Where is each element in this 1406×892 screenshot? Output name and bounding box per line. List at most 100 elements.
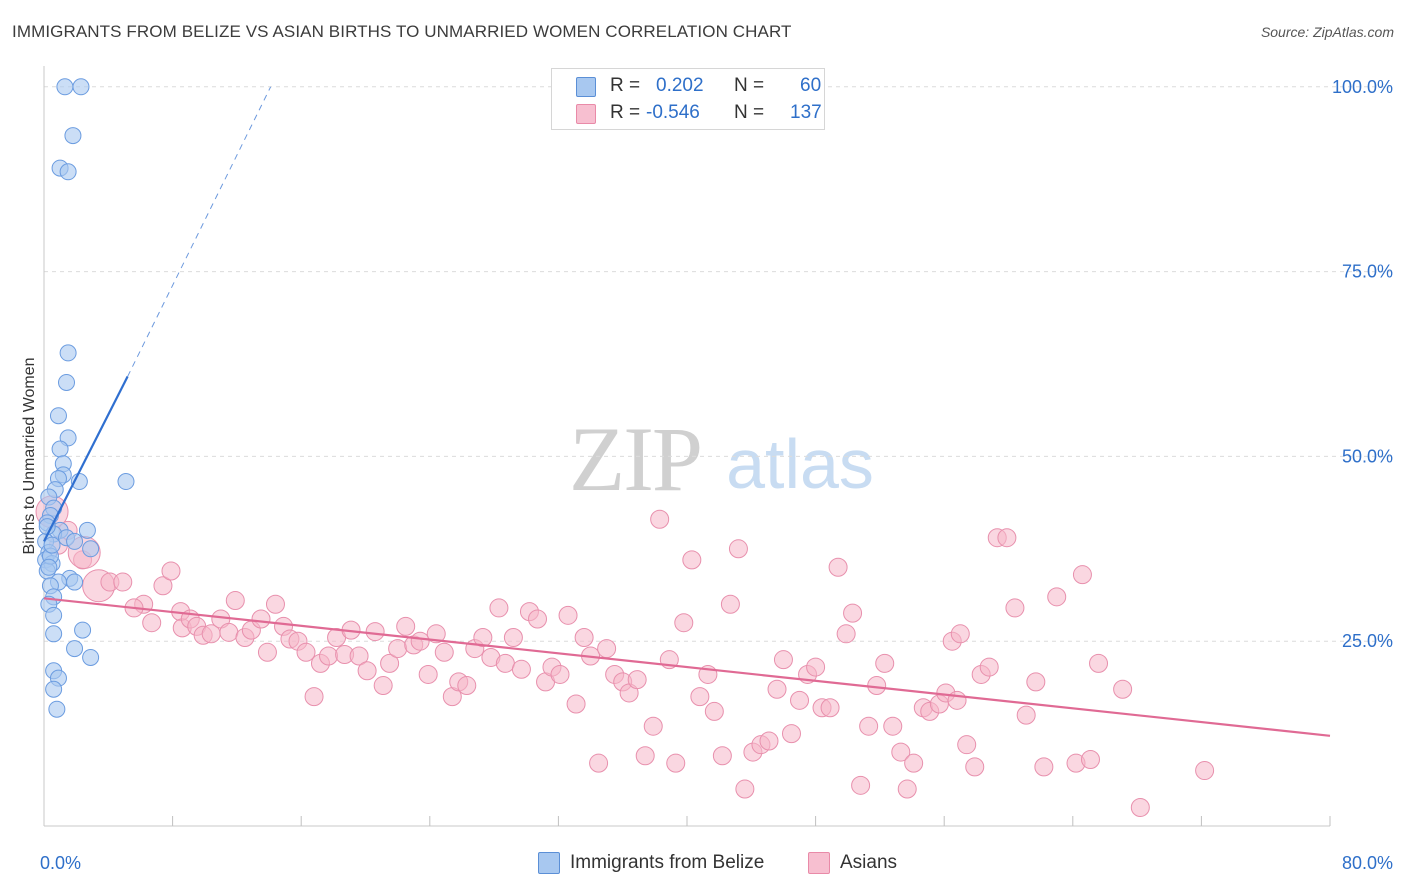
asians-point: [891, 742, 911, 762]
asians-point: [690, 687, 710, 707]
correlation-legend: R = 0.202 N = 60 R = -0.546 N = 137: [551, 68, 825, 130]
asians-point: [1016, 705, 1036, 725]
asians-point: [1047, 587, 1067, 607]
source-label: Source: ZipAtlas.com: [1260, 24, 1394, 40]
asians-point: [635, 746, 655, 766]
asians-point: [759, 731, 779, 751]
asians-point: [979, 657, 999, 677]
asians-point: [836, 624, 856, 644]
belize-swatch: [576, 77, 596, 97]
asians-point: [113, 572, 133, 592]
asians-point: [650, 509, 670, 529]
asians-point: [574, 628, 594, 647]
asians-point: [1005, 598, 1025, 618]
belize-point: [64, 127, 82, 145]
asians-point: [495, 653, 515, 673]
asians-point: [153, 576, 173, 596]
belize-legend-swatch: [538, 852, 560, 874]
asians-point: [473, 628, 493, 647]
asians-point: [225, 591, 245, 611]
asians-point: [712, 746, 732, 766]
asians-point: [388, 639, 408, 659]
asians-point: [304, 687, 324, 707]
asians-point: [867, 676, 887, 696]
y-tick-label: 100.0%: [1332, 77, 1393, 97]
belize-point: [66, 640, 84, 658]
r-value: 0.202: [656, 75, 704, 96]
x-tick-label: 0.0%: [40, 853, 81, 873]
belize-point: [59, 163, 77, 181]
belize-point: [82, 540, 100, 558]
asians-point: [410, 631, 430, 651]
asians-point: [1026, 672, 1046, 692]
belize-trendline: [43, 376, 129, 542]
n-value: 60: [800, 75, 822, 96]
belize-point: [45, 606, 63, 624]
asians-point: [820, 698, 840, 718]
r-label: R =: [610, 102, 641, 123]
belize-trendline-extension: [127, 86, 272, 377]
asians-point: [875, 653, 895, 673]
asians-point: [904, 753, 924, 773]
y-tick-label: 25.0%: [1342, 631, 1393, 651]
asians-point: [566, 694, 586, 714]
asians-point: [457, 676, 477, 696]
asians-point: [735, 779, 755, 799]
asians-point: [883, 716, 903, 736]
asians-point: [1113, 679, 1133, 699]
asians-point: [997, 528, 1017, 548]
asians-point: [1034, 757, 1054, 777]
asians-point: [503, 628, 523, 647]
asians-point: [142, 613, 162, 633]
asians-point: [373, 676, 393, 696]
asians-point: [219, 622, 239, 642]
asians-point: [357, 661, 377, 681]
asians-point: [666, 753, 686, 773]
asians-point: [597, 639, 617, 659]
n-label: N =: [734, 102, 765, 123]
asians-point: [319, 646, 339, 666]
asians-point: [728, 539, 748, 559]
belize-point: [74, 621, 92, 639]
asians-point: [643, 716, 663, 736]
asians-point: [489, 598, 509, 618]
asians-point: [843, 603, 863, 623]
asians-point: [950, 624, 970, 644]
belize-point: [48, 700, 66, 718]
belize-point: [56, 78, 74, 96]
n-value: 137: [790, 102, 822, 123]
belize-point: [43, 536, 61, 554]
asians-swatch: [576, 104, 596, 124]
r-value: -0.546: [646, 102, 700, 123]
asians-point: [704, 701, 724, 721]
belize-point: [45, 625, 63, 643]
belize-point: [72, 78, 90, 96]
asians-point: [806, 657, 826, 677]
belize-point: [51, 440, 69, 458]
belize-point: [38, 518, 56, 536]
asians-point: [965, 757, 985, 777]
asians-point: [790, 690, 810, 710]
asians-point: [296, 642, 316, 662]
asians-point: [528, 609, 548, 629]
asians-point: [947, 690, 967, 710]
asians-point: [550, 664, 570, 684]
asians-point: [434, 642, 454, 662]
asians-point: [851, 775, 871, 795]
asians-trendline: [43, 597, 1331, 737]
asians-point: [426, 624, 446, 644]
asians-point: [773, 650, 793, 670]
asians-point: [251, 609, 271, 629]
asians-point: [767, 679, 787, 699]
asians-point: [365, 622, 385, 642]
asians-point: [380, 653, 400, 673]
chart-title: IMMIGRANTS FROM BELIZE VS ASIAN BIRTHS T…: [12, 22, 792, 41]
asians-point: [1080, 749, 1100, 769]
n-label: N =: [734, 75, 765, 96]
belize-point: [66, 532, 84, 550]
asians-point: [720, 594, 740, 614]
asians-point: [558, 605, 578, 625]
watermark-atlas: atlas: [726, 425, 874, 503]
belize-point: [117, 473, 135, 491]
asians-point: [781, 724, 801, 744]
